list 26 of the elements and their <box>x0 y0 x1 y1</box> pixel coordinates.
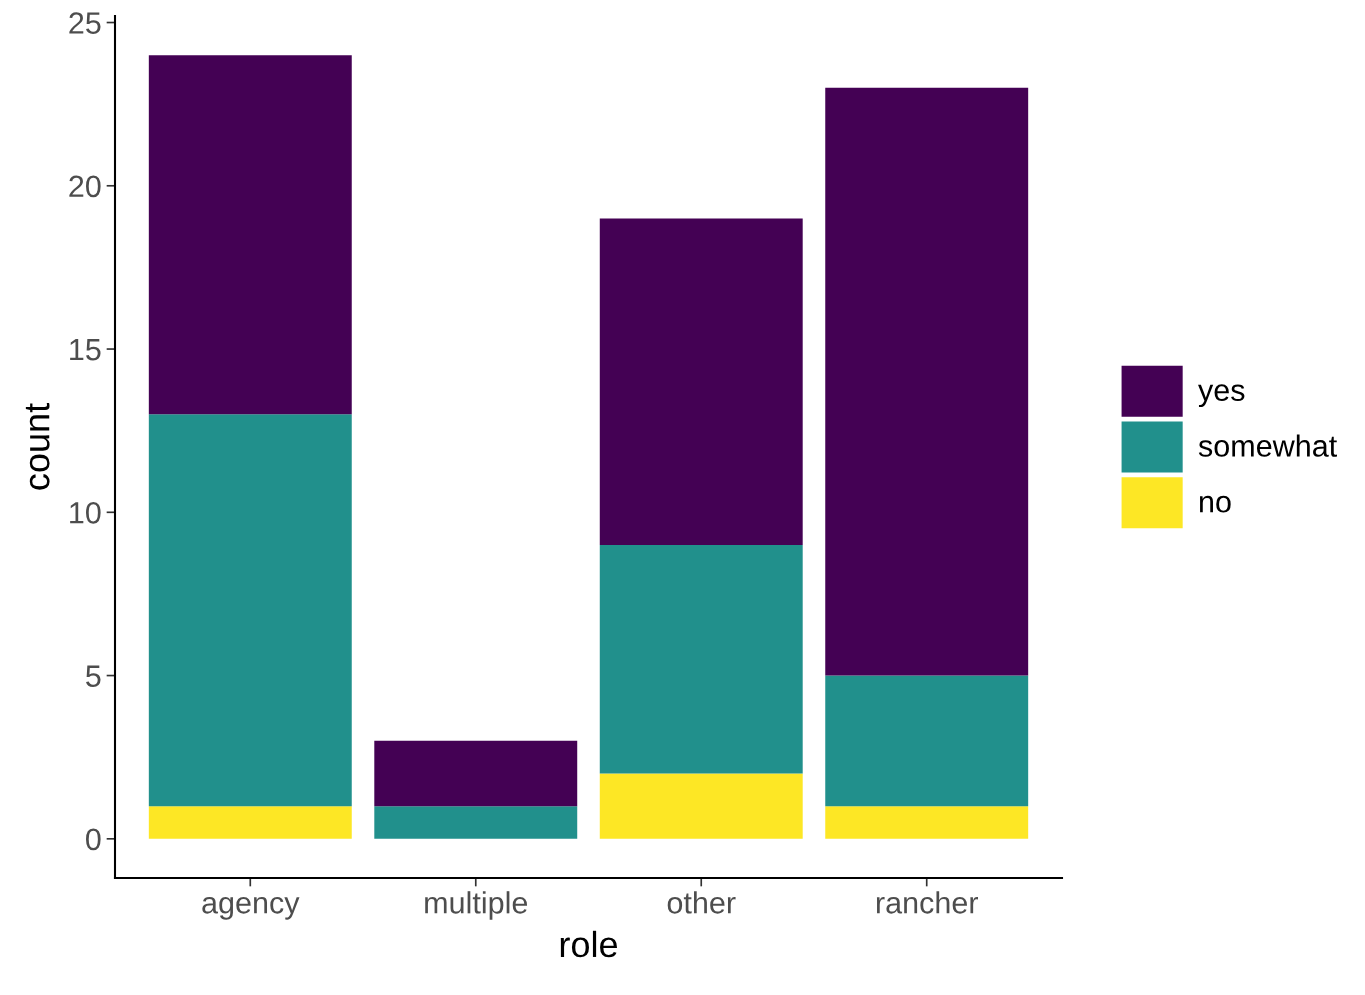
y-tick-label: 5 <box>86 665 101 687</box>
bar <box>599 218 803 545</box>
y-tick-label: 25 <box>69 12 101 34</box>
x-tick-label: multiple <box>425 891 528 920</box>
x-tick-label: rancher <box>876 891 979 914</box>
bar <box>374 806 578 839</box>
y-axis-title: count <box>25 403 50 490</box>
legend-label: somewhat <box>1198 434 1337 457</box>
bar <box>374 740 578 807</box>
y-tick-label: 20 <box>69 175 101 198</box>
y-tick-label: 10 <box>70 502 101 524</box>
x-tick-label: other <box>667 891 736 914</box>
x-tick-label: agency <box>202 896 300 920</box>
bar <box>148 55 352 415</box>
bar <box>825 806 1029 839</box>
legend-label: no <box>1199 495 1231 513</box>
bar <box>599 544 803 774</box>
legend-label: yes <box>1198 384 1245 408</box>
y-tick-label: 15 <box>70 339 101 361</box>
bar <box>825 87 1029 676</box>
y-tick-label: 0 <box>86 828 101 851</box>
x-axis-title: role <box>560 930 618 958</box>
bar <box>599 773 803 839</box>
bar <box>825 675 1029 807</box>
bar <box>148 414 352 807</box>
bar <box>148 806 352 839</box>
